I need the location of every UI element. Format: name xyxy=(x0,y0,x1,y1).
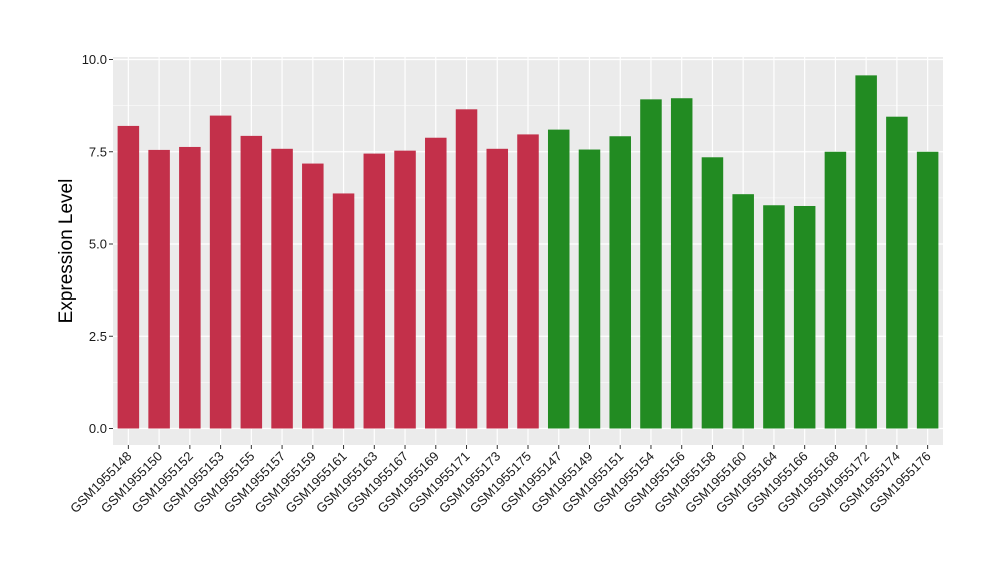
bar-GSM1955166 xyxy=(793,205,816,429)
bar-GSM1955161 xyxy=(332,193,355,429)
bar-GSM1955149 xyxy=(578,149,601,429)
bar-GSM1955156 xyxy=(670,98,693,429)
bar-GSM1955157 xyxy=(271,148,293,429)
y-tick-label: 0.0 xyxy=(89,421,107,436)
bar-GSM1955175 xyxy=(517,134,539,429)
x-axis: GSM1955148GSM1955150GSM1955152GSM1955153… xyxy=(67,445,934,516)
bars-group xyxy=(117,75,939,429)
bar-GSM1955158 xyxy=(701,157,724,429)
bar-GSM1955155 xyxy=(240,135,263,429)
bar-GSM1955167 xyxy=(394,150,416,429)
bar-GSM1955148 xyxy=(117,125,140,429)
y-axis-title: Expression Level xyxy=(56,179,77,324)
bar-GSM1955168 xyxy=(824,151,847,429)
y-axis: 0.0 2.5 5.0 7.5 10.0 xyxy=(82,52,113,436)
y-tick-label: 5.0 xyxy=(89,237,107,252)
bar-GSM1955171 xyxy=(455,109,478,429)
y-tick-label: 2.5 xyxy=(89,329,107,344)
bar-GSM1955152 xyxy=(179,146,201,429)
bar-GSM1955163 xyxy=(363,153,386,429)
bar-GSM1955160 xyxy=(732,194,754,429)
bar-GSM1955150 xyxy=(148,149,170,429)
bar-GSM1955169 xyxy=(425,137,447,429)
bar-GSM1955176 xyxy=(916,151,939,429)
bar-GSM1955164 xyxy=(763,205,785,429)
bar-GSM1955151 xyxy=(609,136,631,429)
bar-GSM1955154 xyxy=(640,99,662,429)
bar-GSM1955159 xyxy=(302,163,324,429)
bar-GSM1955173 xyxy=(486,148,509,429)
bar-GSM1955174 xyxy=(886,116,908,429)
bar-GSM1955172 xyxy=(855,75,877,429)
y-tick-label: 7.5 xyxy=(89,144,107,159)
y-tick-label: 10.0 xyxy=(82,52,107,67)
bar-GSM1955153 xyxy=(209,115,232,429)
bar-GSM1955147 xyxy=(547,129,570,429)
